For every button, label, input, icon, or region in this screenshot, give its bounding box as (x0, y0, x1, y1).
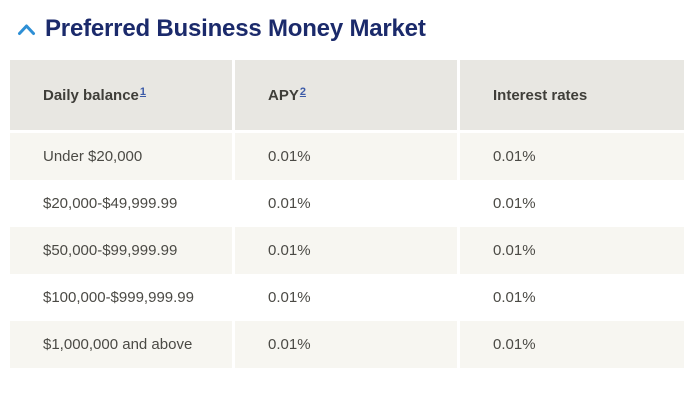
column-header-label: APY (268, 86, 299, 104)
column-header-label: Interest rates (493, 86, 588, 104)
table-row: $20,000-$49,999.99 0.01% 0.01% (10, 180, 684, 227)
interest-rate-cell: 0.01% (460, 180, 684, 227)
interest-rate-cell: 0.01% (460, 274, 684, 321)
interest-rate-value: 0.01% (493, 242, 536, 259)
apy-cell: 0.01% (235, 321, 457, 368)
daily-balance-cell: $100,000-$999,999.99 (10, 274, 232, 321)
apy-cell: 0.01% (235, 133, 457, 180)
section-toggle[interactable]: Preferred Business Money Market (0, 0, 700, 43)
interest-rate-value: 0.01% (493, 289, 536, 306)
table-row: $50,000-$99,999.99 0.01% 0.01% (10, 227, 684, 274)
column-header-label: Daily balance (43, 86, 139, 104)
column-header-interest-rates: Interest rates (460, 60, 684, 130)
daily-balance-cell: $20,000-$49,999.99 (10, 180, 232, 227)
interest-rate-value: 0.01% (493, 195, 536, 212)
apy-value: 0.01% (268, 242, 311, 259)
daily-balance-cell: $1,000,000 and above (10, 321, 232, 368)
daily-balance-cell: $50,000-$99,999.99 (10, 227, 232, 274)
daily-balance-cell: Under $20,000 (10, 133, 232, 180)
daily-balance-value: $100,000-$999,999.99 (43, 289, 194, 306)
table-row: Under $20,000 0.01% 0.01% (10, 133, 684, 180)
apy-cell: 0.01% (235, 180, 457, 227)
column-header-daily-balance: Daily balance1 (10, 60, 232, 130)
daily-balance-value: $1,000,000 and above (43, 336, 193, 353)
interest-rate-cell: 0.01% (460, 133, 684, 180)
daily-balance-value: $20,000-$49,999.99 (43, 195, 178, 212)
table-header-row: Daily balance1 APY2 Interest rates (10, 60, 684, 130)
apy-value: 0.01% (268, 289, 311, 306)
interest-rate-value: 0.01% (493, 336, 536, 353)
footnote-1-link[interactable]: 1 (139, 85, 147, 98)
apy-value: 0.01% (268, 336, 311, 353)
interest-rate-cell: 0.01% (460, 227, 684, 274)
column-header-apy: APY2 (235, 60, 457, 130)
daily-balance-value: $50,000-$99,999.99 (43, 242, 178, 259)
chevron-up-icon[interactable] (17, 23, 36, 36)
table-row: $100,000-$999,999.99 0.01% 0.01% (10, 274, 684, 321)
daily-balance-value: Under $20,000 (43, 148, 143, 165)
section-title: Preferred Business Money Market (45, 15, 426, 42)
apy-value: 0.01% (268, 195, 311, 212)
apy-value: 0.01% (268, 148, 311, 165)
apy-cell: 0.01% (235, 274, 457, 321)
rates-table: Daily balance1 APY2 Interest rates Under… (10, 60, 684, 368)
interest-rate-value: 0.01% (493, 148, 536, 165)
footnote-2-link[interactable]: 2 (299, 85, 306, 98)
interest-rate-cell: 0.01% (460, 321, 684, 368)
apy-cell: 0.01% (235, 227, 457, 274)
table-row: $1,000,000 and above 0.01% 0.01% (10, 321, 684, 368)
